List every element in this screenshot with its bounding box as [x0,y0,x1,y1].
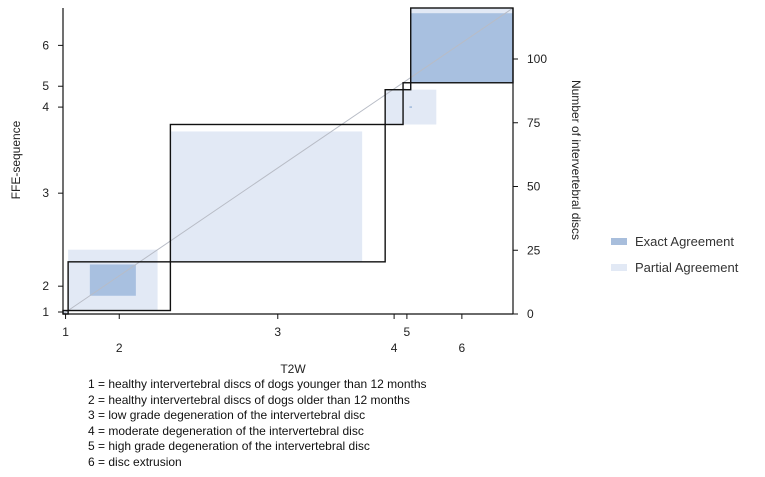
y2-tick-label: 50 [527,180,541,194]
key-item: 2 = healthy intervertebral discs of dogs… [88,392,410,407]
legend-swatch [611,264,627,271]
right-axis-title: Number of intervertebral discs [569,80,583,240]
y-axis-title: FFE-sequence [9,120,23,199]
x-tick-label: 1 [62,325,69,339]
x-tick-label: 3 [274,325,281,339]
x-tick-label: 6 [459,341,466,355]
legend-label: Exact Agreement [635,234,734,249]
y-tick-label: 2 [42,279,49,293]
marginal-rectangle [67,261,172,312]
key-item: 1 = healthy intervertebral discs of dogs… [88,377,427,391]
key-item: 6 = disc extrusion [88,454,182,469]
y-tick-label: 6 [42,38,49,52]
y-tick-label: 1 [42,305,49,319]
key-item: 3 = low grade degeneration of the interv… [88,408,366,422]
y-tick-label: 3 [42,186,49,200]
y2-tick-label: 25 [527,243,541,257]
x-tick-label: 5 [404,325,411,339]
x-axis-title: T2W [280,362,306,376]
legend-label: Partial Agreement [635,260,739,275]
diagonal-line [62,7,514,315]
x-tick-label: 2 [116,341,123,355]
marginal-rectangle [169,123,386,263]
exact-agreement-square [409,106,413,108]
y2-tick-label: 0 [527,307,534,321]
x-tick-label: 4 [391,341,398,355]
exact-agreement-square [410,13,513,83]
legend: Exact Agreement Partial Agreement [611,234,739,275]
category-key: 1 = healthy intervertebral discs of dogs… [88,377,427,470]
y2-tick-label: 100 [527,52,547,66]
y-tick-label: 4 [42,100,49,114]
partial-agreement-block [170,131,363,262]
partial-agreement-block [403,87,406,90]
legend-swatch [611,238,627,245]
y2-tick-label: 75 [527,116,541,130]
key-item: 5 = high grade degeneration of the inter… [88,439,370,453]
marginal-rectangle [402,82,412,91]
marginal-rectangle [384,89,404,126]
key-item: 4 = moderate degeneration of the interve… [88,423,364,438]
y-tick-label: 5 [42,79,49,93]
